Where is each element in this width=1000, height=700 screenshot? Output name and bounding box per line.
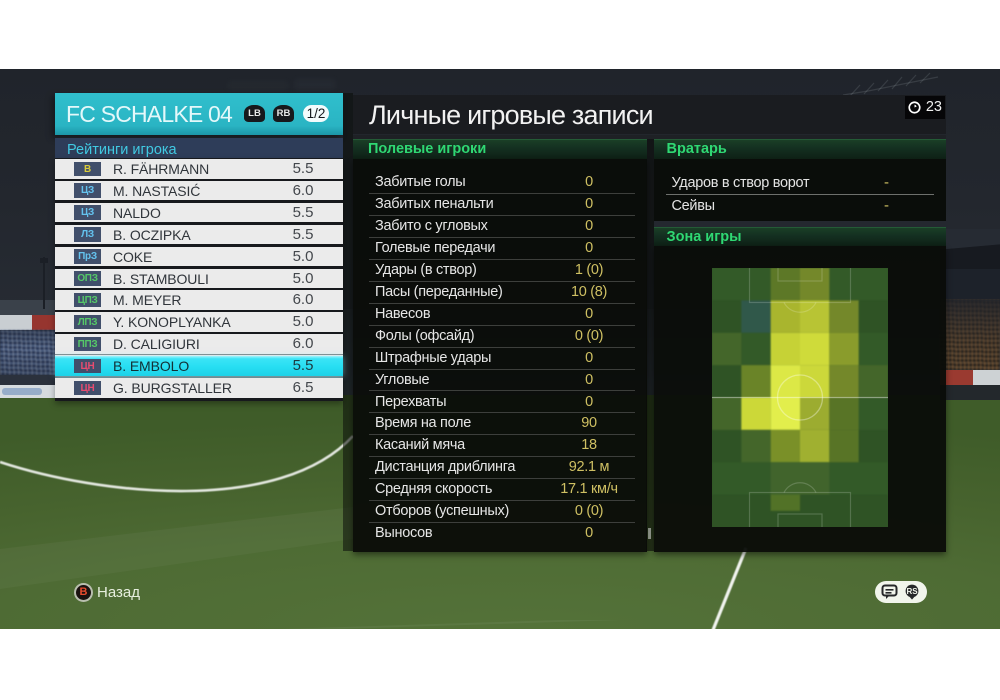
svg-text:RS: RS [906,587,918,596]
